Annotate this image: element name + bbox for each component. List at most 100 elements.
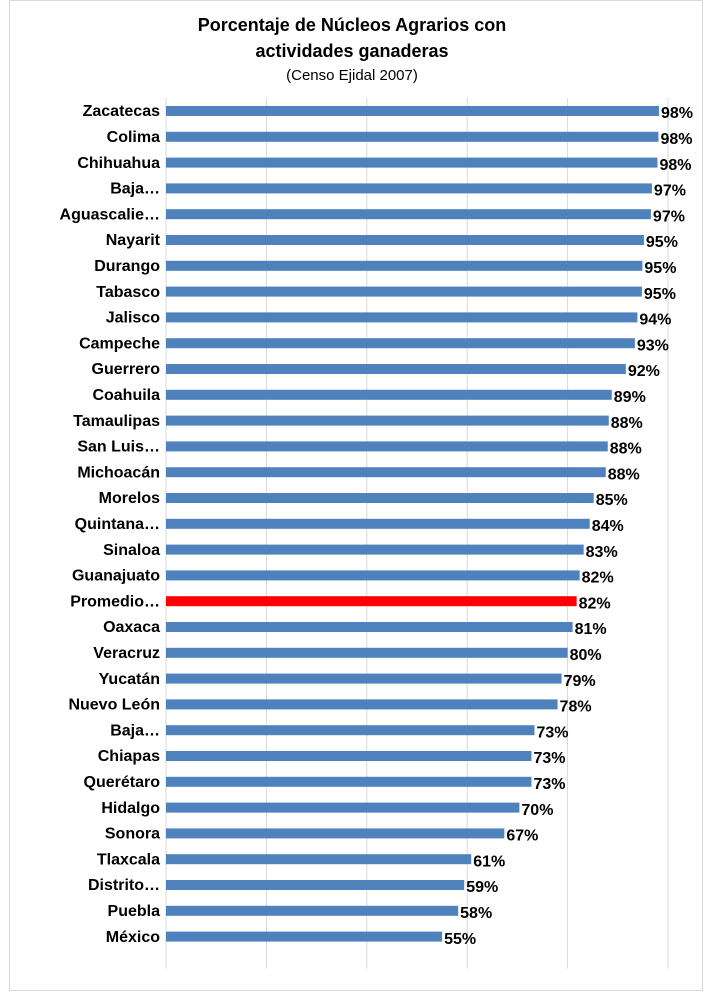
y-tick-label: Jalisco bbox=[106, 310, 160, 327]
value-label: 97% bbox=[654, 183, 686, 200]
y-tick-label: Guanajuato bbox=[72, 568, 160, 585]
bar bbox=[166, 209, 651, 220]
bar bbox=[166, 518, 590, 529]
bar bbox=[166, 338, 635, 349]
y-tick-label: Coahuila bbox=[92, 387, 160, 404]
bar bbox=[166, 312, 638, 323]
value-label: 58% bbox=[460, 905, 492, 922]
value-label: 98% bbox=[661, 105, 693, 122]
value-label: 80% bbox=[570, 647, 602, 664]
value-label: 92% bbox=[628, 363, 660, 380]
bar bbox=[166, 183, 652, 194]
y-tick-label: Morelos bbox=[99, 490, 160, 507]
value-label: 59% bbox=[466, 879, 498, 896]
bar bbox=[166, 673, 562, 684]
value-label: 95% bbox=[646, 234, 678, 251]
y-tick-label: Tabasco bbox=[96, 284, 160, 301]
y-tick-label: Distrito… bbox=[88, 877, 160, 894]
bar bbox=[166, 493, 594, 503]
value-label: 79% bbox=[564, 673, 596, 690]
bar bbox=[166, 415, 609, 426]
y-tick-label: Baja… bbox=[110, 722, 160, 739]
bar bbox=[166, 880, 465, 890]
value-label: 95% bbox=[644, 260, 676, 277]
value-label: 73% bbox=[533, 776, 565, 793]
y-tick-label: Baja… bbox=[110, 181, 160, 198]
value-label: 55% bbox=[444, 931, 476, 948]
bar bbox=[166, 828, 505, 839]
bar bbox=[166, 647, 568, 658]
bar bbox=[166, 931, 443, 942]
value-label: 88% bbox=[611, 415, 643, 432]
y-tick-label: Yucatán bbox=[99, 671, 160, 688]
y-tick-label: Sinaloa bbox=[103, 542, 160, 559]
value-label: 94% bbox=[639, 312, 671, 329]
value-label: 98% bbox=[660, 131, 692, 148]
bar bbox=[166, 905, 459, 916]
value-label: 82% bbox=[582, 570, 614, 587]
y-tick-label: Aguascalie… bbox=[60, 206, 160, 223]
bar bbox=[166, 776, 532, 787]
value-label: 83% bbox=[586, 544, 618, 561]
value-label: 73% bbox=[536, 724, 568, 741]
value-label: 95% bbox=[644, 286, 676, 303]
bar bbox=[166, 441, 608, 452]
bar bbox=[166, 106, 659, 116]
value-label: 88% bbox=[608, 466, 640, 483]
bar bbox=[166, 131, 659, 142]
y-tick-label: México bbox=[106, 929, 160, 946]
bar bbox=[166, 260, 643, 271]
y-tick-label: Chihuahua bbox=[77, 155, 160, 172]
y-tick-label: Colima bbox=[107, 129, 160, 146]
value-label: 84% bbox=[592, 518, 624, 535]
bar bbox=[166, 157, 658, 168]
bar bbox=[166, 286, 642, 297]
bar bbox=[166, 364, 626, 374]
y-tick-label: Michoacán bbox=[77, 464, 160, 481]
value-label: 88% bbox=[610, 441, 642, 458]
bar bbox=[166, 622, 573, 632]
bar bbox=[166, 802, 520, 813]
value-label: 73% bbox=[533, 750, 565, 767]
y-tick-label: Sonora bbox=[105, 826, 160, 843]
y-tick-label: Quintana… bbox=[75, 516, 160, 533]
bar bbox=[166, 699, 558, 710]
y-tick-label: Nuevo León bbox=[68, 697, 160, 714]
y-tick-label: Puebla bbox=[108, 903, 161, 920]
bar bbox=[166, 596, 577, 607]
value-label: 70% bbox=[521, 802, 553, 819]
value-label: 82% bbox=[579, 595, 611, 612]
value-label: 98% bbox=[659, 157, 691, 174]
y-tick-label: Campeche bbox=[79, 335, 160, 352]
bar bbox=[166, 389, 612, 400]
value-label: 85% bbox=[596, 492, 628, 509]
y-tick-label: Tamaulipas bbox=[73, 413, 160, 430]
value-label: 97% bbox=[653, 208, 685, 225]
y-tick-label: Hidalgo bbox=[101, 800, 160, 817]
chart-subtitle: (Censo Ejidal 2007) bbox=[286, 67, 418, 84]
y-tick-label: Durango bbox=[94, 258, 160, 275]
bar bbox=[166, 467, 606, 478]
y-tick-label: Querétaro bbox=[84, 774, 161, 791]
value-label: 81% bbox=[575, 621, 607, 638]
bar bbox=[166, 725, 535, 736]
y-tick-label: Tlaxcala bbox=[97, 851, 160, 868]
value-label: 67% bbox=[506, 828, 538, 845]
bar bbox=[166, 235, 644, 245]
bar bbox=[166, 854, 472, 865]
chart-title: Porcentaje de Núcleos Agrarios con activi… bbox=[198, 15, 506, 61]
y-tick-label: Veracruz bbox=[93, 645, 160, 662]
value-label: 93% bbox=[637, 337, 669, 354]
y-tick-label: Promedio… bbox=[70, 593, 160, 610]
bar bbox=[166, 544, 584, 555]
y-tick-label: Oaxaca bbox=[103, 619, 160, 636]
bar bbox=[166, 751, 532, 761]
bar bbox=[166, 570, 580, 581]
value-label: 61% bbox=[473, 853, 505, 870]
y-tick-label: Nayarit bbox=[106, 232, 161, 249]
y-tick-label: Zacatecas bbox=[83, 103, 160, 120]
value-label: 89% bbox=[614, 389, 646, 406]
y-tick-label: Chiapas bbox=[98, 748, 160, 765]
y-tick-label: San Luis… bbox=[77, 439, 160, 456]
